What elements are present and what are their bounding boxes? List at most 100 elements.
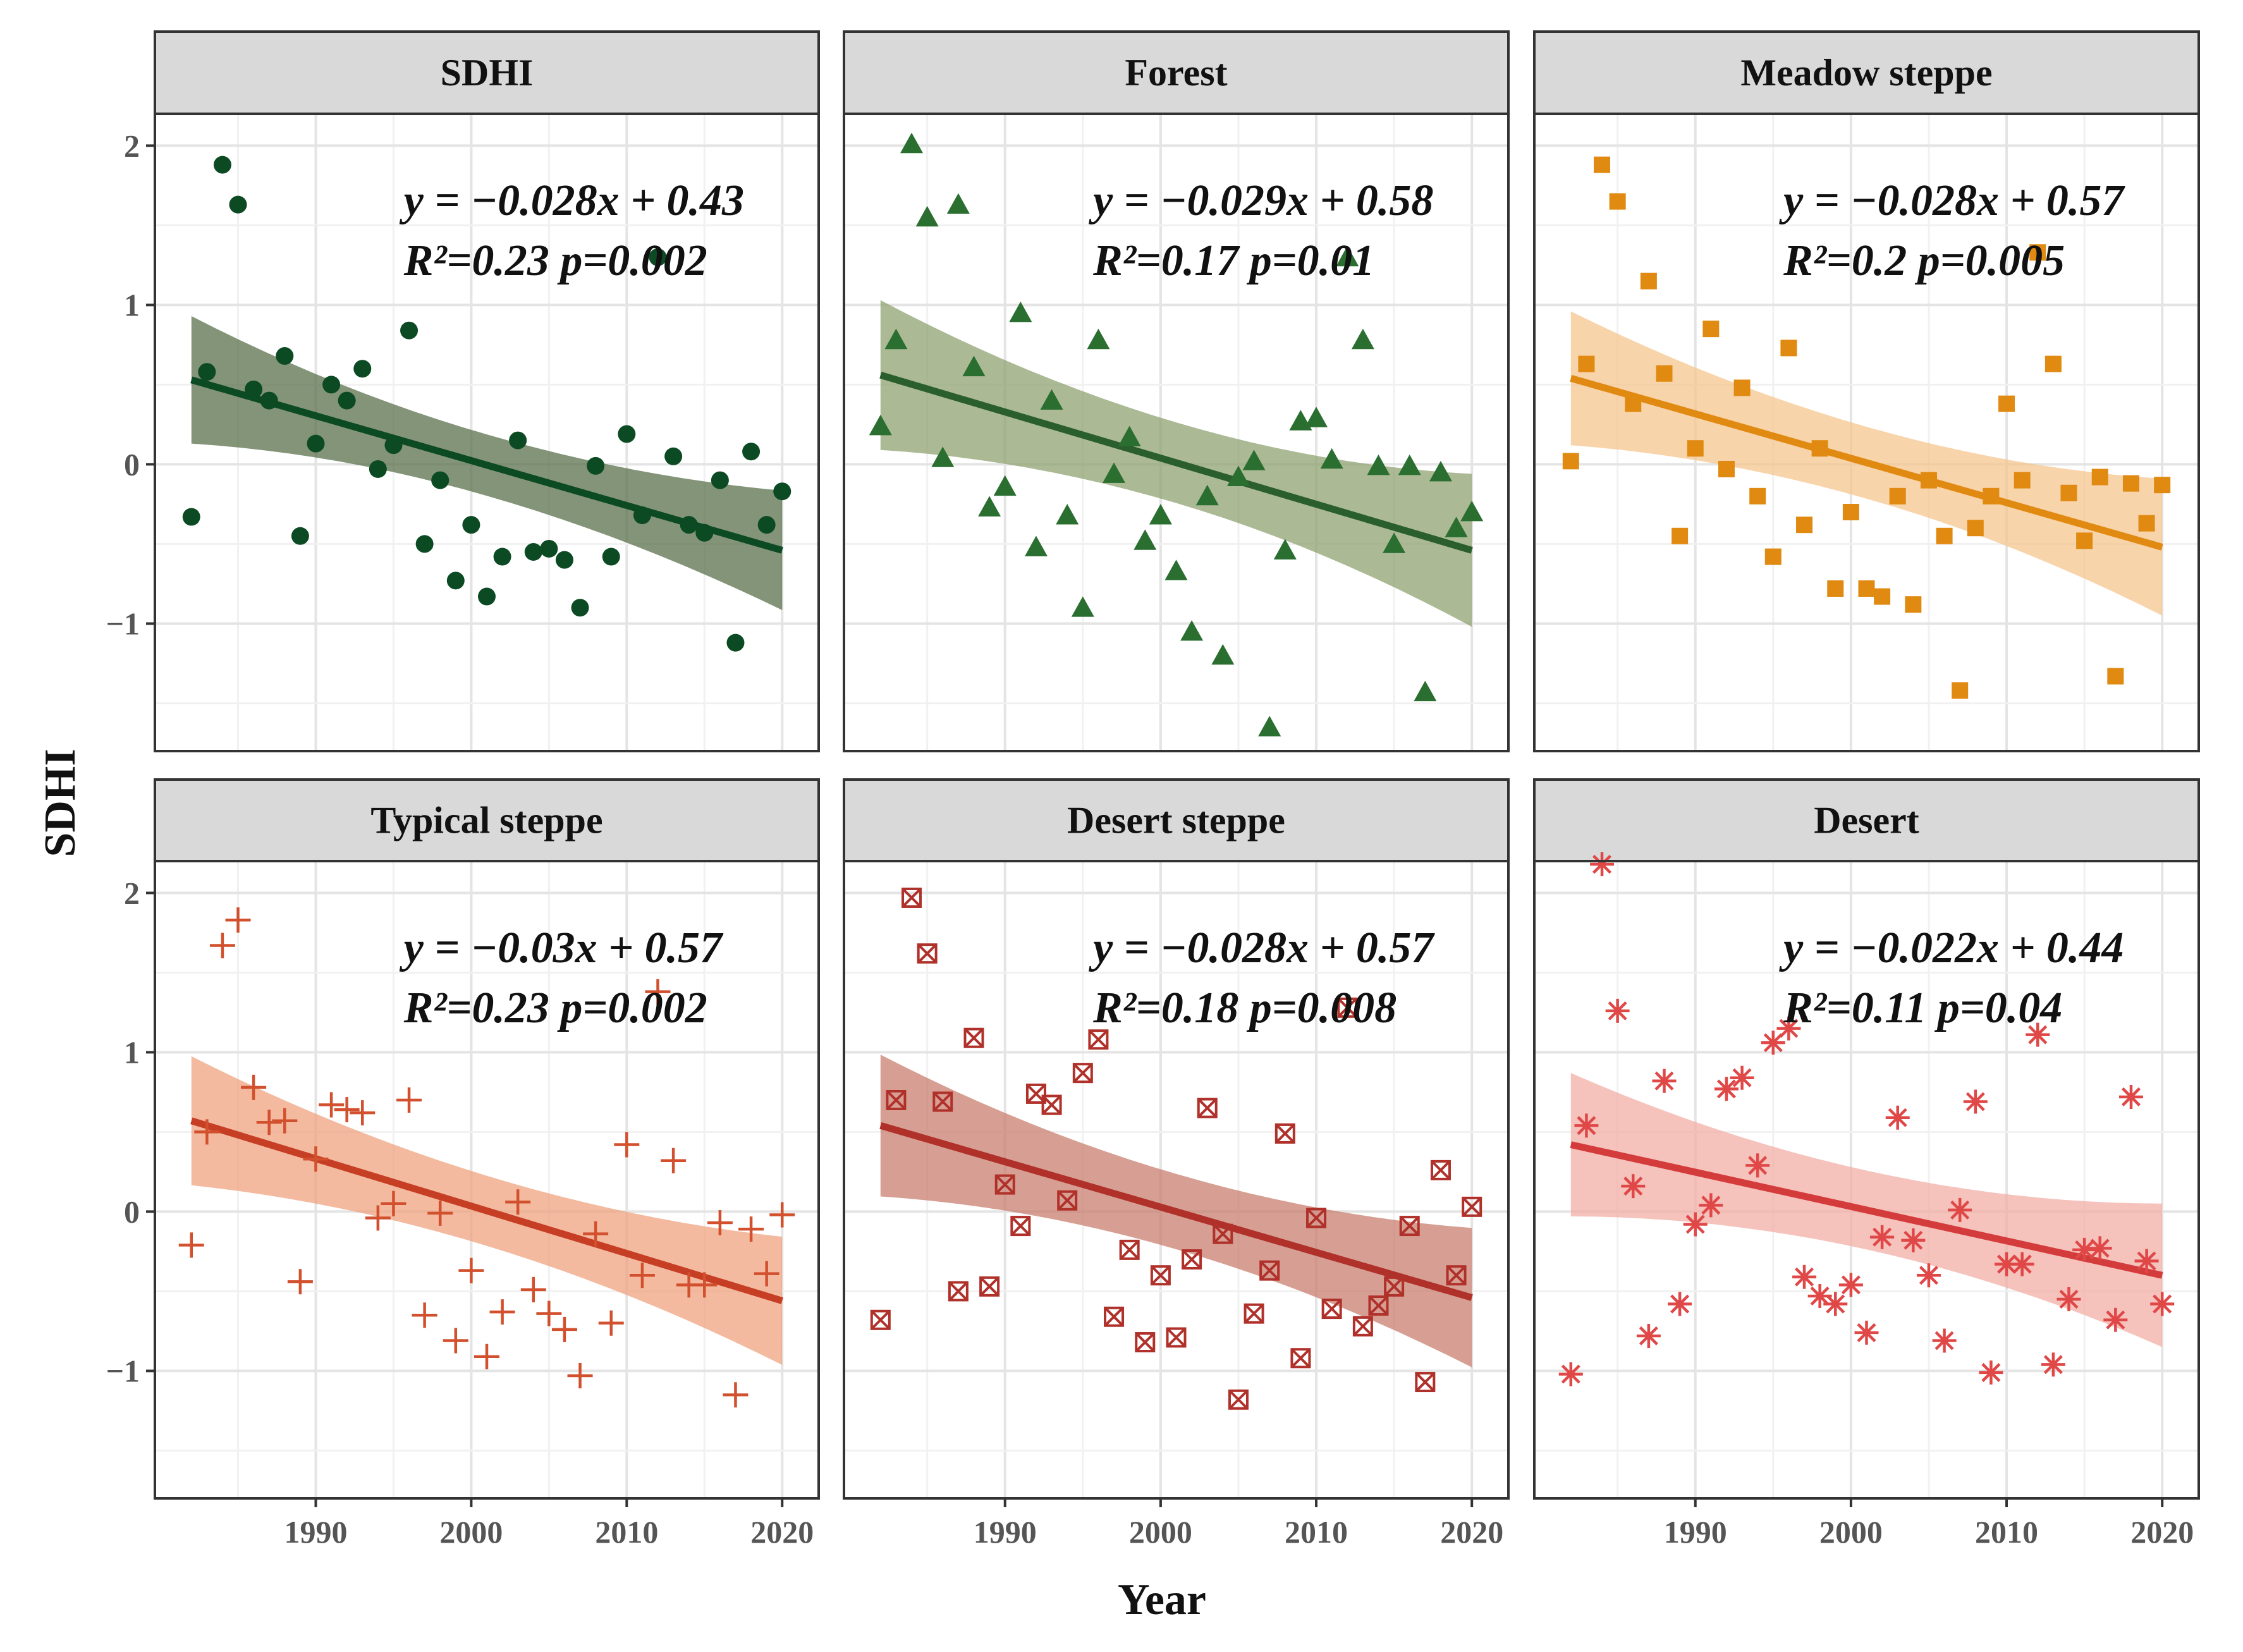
y-tick-label: 0	[124, 1194, 140, 1229]
regression-equation: y = −0.028x + 0.57	[1779, 176, 2125, 225]
data-point	[1384, 1276, 1405, 1297]
data-point	[1352, 1316, 1373, 1337]
data-points	[1562, 156, 2171, 699]
data-point	[198, 363, 216, 381]
data-point	[754, 1261, 779, 1287]
data-point	[1290, 1348, 1311, 1369]
panel-strip	[154, 778, 820, 862]
data-point	[1916, 1263, 1941, 1288]
y-tick-label: 1	[124, 287, 140, 322]
data-point	[509, 431, 527, 450]
data-point	[2103, 1307, 2128, 1332]
y-axis-ticks: 2 1 0 −1	[106, 875, 155, 1388]
y-tick-label: −1	[106, 1353, 140, 1388]
data-point	[1652, 1068, 1677, 1093]
data-point	[1040, 389, 1063, 410]
data-point	[1336, 245, 1359, 267]
data-point	[493, 548, 511, 566]
data-point	[431, 471, 449, 489]
data-point	[2060, 484, 2077, 501]
y-tick-label: 2	[124, 128, 140, 163]
data-point	[276, 347, 294, 365]
data-points	[182, 156, 791, 652]
panel-strip	[154, 30, 820, 115]
data-point	[1699, 1193, 1723, 1218]
data-point	[884, 328, 908, 350]
data-point	[2029, 244, 2046, 261]
data-point	[1460, 501, 1484, 522]
data-point	[1009, 302, 1032, 322]
panel-title: Desert	[1814, 800, 1919, 841]
x-axis-ticks: 1990 2000 2010 2020	[1664, 1498, 2194, 1550]
x-tick-label: 1990	[1664, 1514, 1727, 1550]
data-point	[1948, 1197, 1972, 1222]
data-point	[1226, 465, 1250, 486]
data-point	[1885, 1105, 1910, 1130]
data-point	[291, 527, 309, 545]
data-point	[1780, 340, 1797, 357]
panel-strip	[843, 30, 1510, 115]
data-point	[536, 1300, 562, 1326]
data-point	[1823, 1292, 1848, 1316]
regression-line	[879, 372, 1473, 554]
data-point	[1164, 560, 1188, 580]
data-point	[1149, 504, 1172, 525]
data-point	[1967, 520, 1984, 537]
data-point	[633, 506, 651, 525]
data-point	[1792, 1264, 1817, 1289]
data-point	[1932, 1328, 1957, 1353]
data-point	[225, 907, 251, 933]
x-axis-ticks: 1990 2000 2010 2020	[284, 1498, 814, 1550]
panel-desert-steppe: Desert steppe y = −0.028x + 0.57 R²=0.18 p…	[843, 778, 1510, 1500]
data-point	[917, 943, 938, 964]
data-point	[1414, 680, 1437, 702]
panel-border	[154, 860, 820, 1500]
data-point	[1351, 328, 1374, 350]
data-point	[2118, 1084, 2143, 1109]
data-point	[1668, 1292, 1692, 1316]
panels: SDHI y = −0.028x + 0.43 R²=0.23 p=0.002 For…	[154, 30, 2200, 1500]
data-point	[723, 1382, 749, 1408]
y-tick-label: 1	[124, 1034, 140, 1070]
data-point	[738, 1216, 764, 1242]
data-point	[1399, 1216, 1420, 1237]
data-point	[645, 979, 671, 1005]
data-point	[1118, 425, 1141, 446]
data-point	[1088, 1029, 1109, 1050]
data-point	[869, 414, 892, 436]
data-point	[2134, 1249, 2159, 1273]
data-point	[1150, 1265, 1171, 1286]
data-point	[692, 1272, 718, 1298]
x-tick-label: 1990	[974, 1514, 1037, 1550]
data-point	[1827, 580, 1844, 597]
data-point	[2010, 1252, 2034, 1276]
data-point	[1104, 1306, 1125, 1327]
data-point	[614, 1132, 640, 1158]
data-point	[1024, 535, 1048, 556]
data-point	[400, 321, 419, 340]
data-point	[1901, 1228, 1926, 1252]
data-point	[415, 535, 434, 553]
data-point	[2044, 355, 2062, 372]
data-point	[396, 1087, 422, 1113]
data-point	[901, 887, 922, 908]
data-point	[1640, 272, 1657, 290]
data-point	[1979, 1360, 2003, 1385]
data-point	[1683, 1212, 1708, 1237]
data-point	[1718, 460, 1735, 477]
data-point	[978, 496, 1001, 517]
data-point	[1870, 1225, 1895, 1249]
data-point	[680, 516, 698, 534]
y-tick-label: 2	[124, 875, 140, 910]
data-point	[1998, 395, 2015, 412]
data-point	[524, 543, 542, 561]
data-point	[2107, 668, 2124, 685]
data-point	[1429, 461, 1452, 482]
data-point	[350, 1100, 376, 1126]
panel-title: Meadow steppe	[1740, 52, 1992, 94]
data-point	[443, 1328, 468, 1354]
y-tick-label: 0	[124, 446, 140, 482]
data-point	[2150, 1292, 2175, 1316]
data-point	[1995, 1252, 2019, 1276]
